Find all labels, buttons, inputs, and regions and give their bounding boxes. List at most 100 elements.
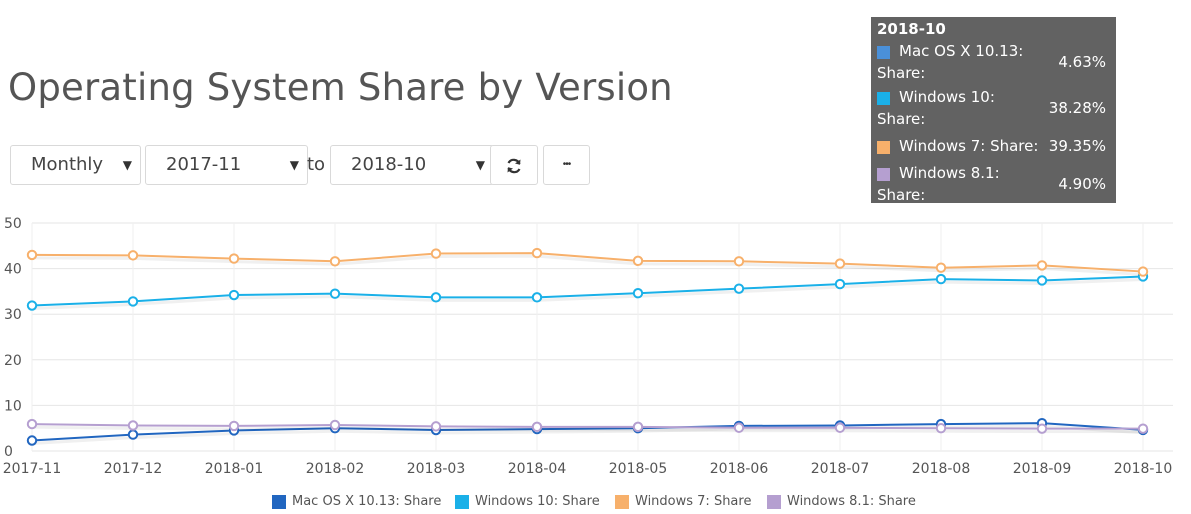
data-point	[834, 258, 846, 269]
data-point	[632, 421, 644, 433]
data-point	[127, 429, 139, 440]
tooltip-title: 2018-10	[877, 20, 946, 38]
interval-value: Monthly	[31, 154, 104, 175]
x-tick-label: 2018-09	[1013, 461, 1072, 475]
data-point	[531, 421, 543, 433]
tooltip-label: Windows 7: Share:	[899, 137, 1039, 155]
x-tick-label: 2018-10	[1114, 461, 1173, 475]
refresh-icon	[507, 159, 521, 174]
chevron-down-icon: ▼	[289, 158, 299, 172]
x-tick-label: 2018-02	[306, 461, 365, 475]
interval-select[interactable]: Monthly ▼	[10, 145, 141, 185]
data-point	[430, 248, 442, 259]
tooltip-swatch	[877, 46, 890, 59]
data-point	[935, 262, 947, 273]
data-point	[531, 292, 543, 303]
data-point	[329, 256, 341, 267]
to-date-value: 2018-10	[351, 154, 427, 175]
data-point	[127, 250, 139, 261]
data-point	[733, 256, 745, 267]
x-tick-label: 2017-12	[104, 461, 163, 475]
series-line-shadow	[31, 254, 1144, 277]
tooltip-value: 4.90%	[1058, 175, 1106, 193]
series-line-shadow	[31, 277, 1144, 311]
data-point	[329, 419, 341, 431]
tooltip-label: Windows 8.1: Share:	[877, 164, 1000, 203]
tooltip-swatch	[877, 92, 890, 105]
data-point	[127, 296, 139, 307]
data-point	[935, 273, 947, 285]
data-point	[531, 247, 543, 259]
x-tick-label: 2018-04	[508, 461, 567, 475]
refresh-button[interactable]	[490, 145, 538, 185]
legend-label: Mac OS X 10.13: Share	[292, 494, 442, 509]
legend-swatch	[455, 495, 469, 509]
legend-label: Windows 8.1: Share	[787, 494, 916, 509]
series-line	[31, 275, 1144, 307]
y-tick-label: 50	[4, 216, 22, 232]
x-tick-label: 2018-03	[407, 461, 466, 475]
data-point	[733, 283, 745, 294]
series-line-shadow	[31, 425, 1143, 434]
legend-swatch	[272, 495, 286, 509]
legend-label: Windows 7: Share	[635, 494, 752, 509]
tooltip-label: Windows 10: Share:	[877, 88, 995, 128]
tooltip-value: 38.28%	[1048, 99, 1106, 117]
range-to-label: to	[307, 154, 326, 175]
x-tick-label: 2018-08	[912, 461, 971, 475]
from-date-value: 2017-11	[166, 154, 242, 175]
tooltip-value: 4.63%	[1058, 53, 1106, 71]
tooltip-row: Windows 10: Share: 38.28%	[871, 86, 1116, 132]
data-point	[1036, 275, 1048, 286]
data-point	[430, 292, 442, 303]
page-title: Operating System Share by Version	[8, 66, 673, 109]
data-point	[935, 423, 947, 434]
data-point	[430, 421, 442, 432]
tooltip-swatch	[877, 168, 890, 181]
x-tick-label: 2018-01	[205, 461, 264, 475]
chevron-down-icon: ▼	[122, 158, 132, 172]
to-date-select[interactable]: 2018-10 ▼	[330, 145, 494, 185]
data-point	[329, 288, 341, 299]
data-point	[228, 420, 240, 432]
data-point	[632, 255, 644, 267]
tooltip-row: Mac OS X 10.13: Share: 4.63%	[871, 40, 1116, 86]
x-tick-label: 2018-05	[609, 461, 668, 475]
series-line	[31, 422, 1144, 442]
series-line	[31, 423, 1143, 430]
series-line-shadow	[31, 424, 1144, 446]
legend-label: Windows 10: Share	[475, 494, 600, 509]
tooltip-label: Mac OS X 10.13: Share:	[877, 42, 1024, 82]
data-point	[26, 418, 38, 430]
chevron-down-icon: ▼	[475, 158, 485, 172]
tooltip-value: 39.35%	[1048, 137, 1106, 155]
data-point	[228, 289, 240, 301]
y-tick-label: 10	[4, 398, 22, 414]
data-point	[1137, 266, 1149, 277]
tooltip-swatch	[877, 141, 890, 154]
series-line	[31, 252, 1144, 273]
y-tick-label: 0	[4, 444, 13, 460]
data-point	[834, 422, 846, 433]
legend-swatch	[615, 495, 629, 509]
line-chart: 0 10 20 30 40 50 2017-11 2017-12 2018-01 2018-02 2…	[3, 216, 1173, 475]
data-point	[26, 249, 38, 261]
data-point	[1137, 423, 1149, 434]
legend-swatch	[767, 495, 781, 509]
data-point	[834, 278, 846, 290]
x-tick-label: 2018-07	[811, 461, 870, 475]
tooltip-row: Windows 7: Share: 39.35%	[871, 135, 1116, 181]
data-point	[26, 435, 38, 446]
data-point	[632, 288, 644, 299]
from-date-select[interactable]: 2017-11 ▼	[145, 145, 308, 185]
tooltip-row: Windows 8.1: Share: 4.90%	[871, 162, 1116, 203]
data-point	[1036, 260, 1048, 271]
data-point	[1036, 423, 1048, 434]
data-point	[733, 422, 745, 433]
y-tick-label: 20	[4, 353, 22, 369]
data-point	[228, 253, 240, 264]
y-tick-label: 40	[4, 262, 22, 278]
data-point	[127, 420, 139, 431]
data-point	[26, 300, 38, 311]
more-options-button[interactable]: •••	[543, 145, 590, 185]
